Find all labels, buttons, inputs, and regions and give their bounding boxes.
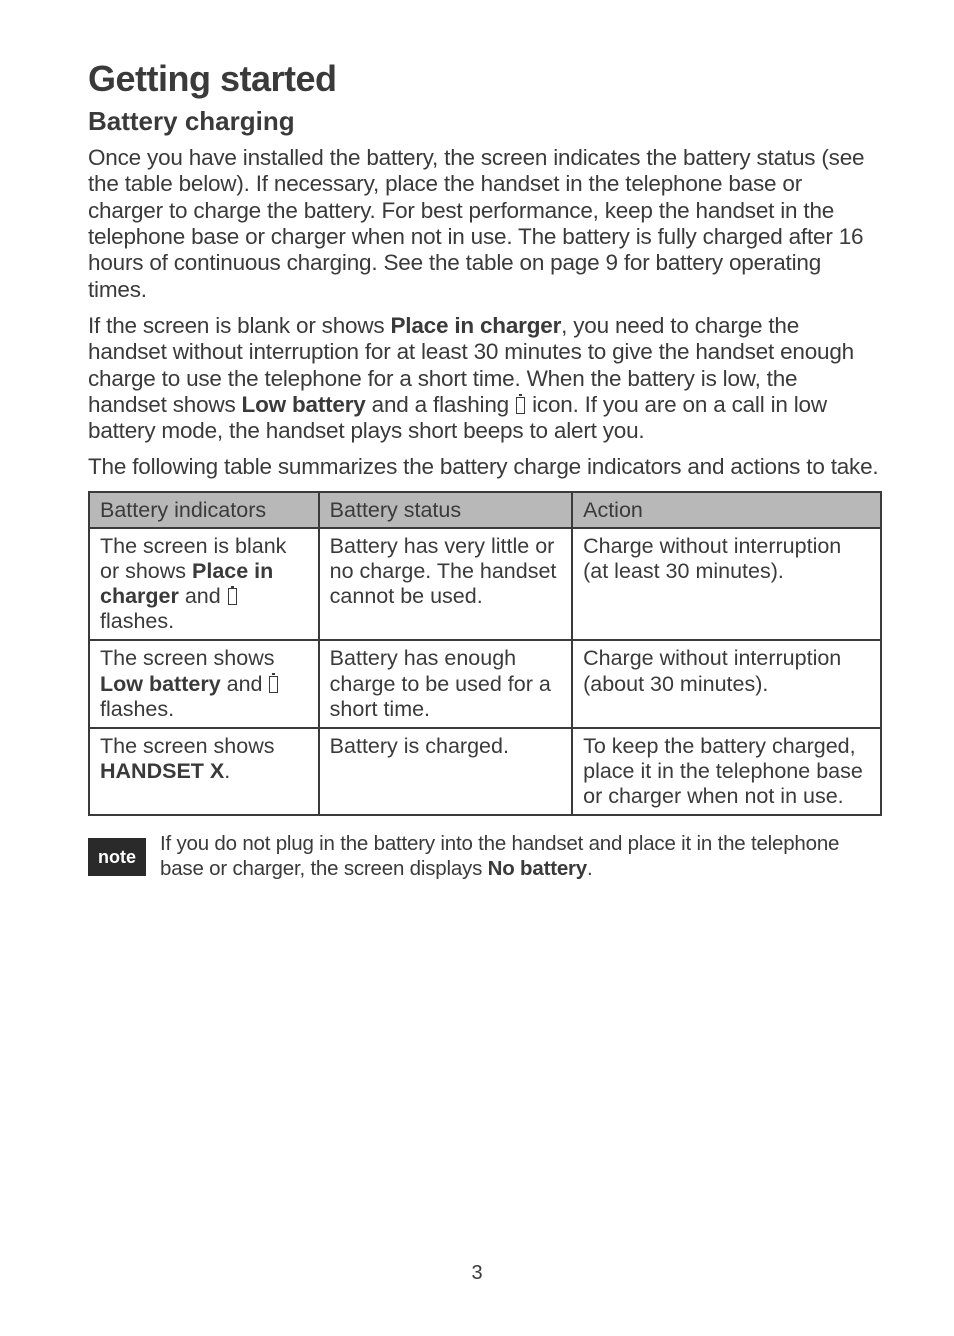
table-header: Action [572, 492, 881, 528]
table-header: Battery indicators [89, 492, 319, 528]
table-row: The screen is blank or shows Place in ch… [89, 528, 881, 641]
text-segment: flashes. [100, 697, 174, 721]
table-cell: Battery has very little or no charge. Th… [319, 528, 572, 641]
text-segment: If the screen is blank or shows [88, 313, 391, 338]
table-cell: Battery has enough charge to be used for… [319, 640, 572, 727]
note-badge: note [88, 838, 146, 876]
table-cell: The screen shows HANDSET X. [89, 728, 319, 815]
section-heading: Battery charging [88, 106, 882, 137]
table-cell: Charge without interruption (about 30 mi… [572, 640, 881, 727]
bold-low-battery: Low battery [242, 392, 366, 417]
bold-text: Low battery [100, 672, 221, 696]
battery-icon [516, 397, 525, 414]
text-segment: and a flashing [366, 392, 515, 417]
paragraph-table-intro: The following table summarizes the batte… [88, 454, 882, 480]
paragraph-low-battery: If the screen is blank or shows Place in… [88, 313, 882, 445]
note-block: note If you do not plug in the battery i… [88, 832, 882, 881]
page-title: Getting started [88, 58, 882, 100]
paragraph-intro: Once you have installed the battery, the… [88, 145, 882, 303]
text-segment: and [221, 672, 269, 696]
table-cell: Battery is charged. [319, 728, 572, 815]
text-segment: . [224, 759, 230, 783]
text-segment: The screen shows [100, 646, 274, 670]
note-text: If you do not plug in the battery into t… [160, 832, 882, 881]
table-header: Battery status [319, 492, 572, 528]
bold-place-in-charger: Place in charger [391, 313, 562, 338]
table-cell: The screen is blank or shows Place in ch… [89, 528, 319, 641]
table-row: The screen shows Low battery and flashes… [89, 640, 881, 727]
text-segment: and [179, 584, 227, 608]
table-cell: The screen shows Low battery and flashes… [89, 640, 319, 727]
table-header-row: Battery indicators Battery status Action [89, 492, 881, 528]
battery-icon [269, 676, 278, 693]
text-segment: The screen shows [100, 734, 274, 758]
battery-icon [228, 588, 237, 605]
page-number: 3 [0, 1262, 954, 1285]
bold-text: HANDSET X [100, 759, 224, 783]
table-row: The screen shows HANDSET X. Battery is c… [89, 728, 881, 815]
text-segment: flashes. [100, 609, 174, 633]
text-segment: . [587, 857, 593, 880]
table-cell: Charge without interruption (at least 30… [572, 528, 881, 641]
bold-no-battery: No battery [488, 857, 587, 880]
table-cell: To keep the battery charged, place it in… [572, 728, 881, 815]
battery-status-table: Battery indicators Battery status Action… [88, 491, 882, 817]
